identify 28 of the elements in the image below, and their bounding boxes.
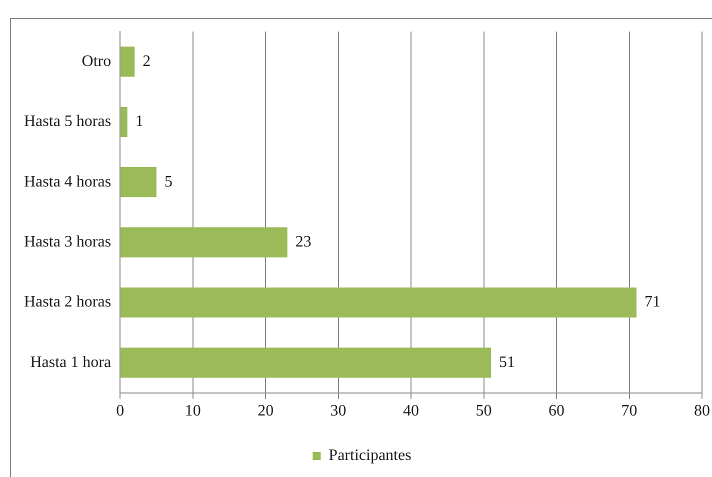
x-tick-label: 70 (621, 402, 638, 420)
bar (120, 46, 135, 77)
x-tick-label: 40 (403, 402, 420, 420)
y-tick-label: Hasta 1 hora (30, 354, 112, 371)
y-tick-label: Hasta 3 horas (24, 234, 112, 251)
data-label: 23 (295, 234, 312, 251)
y-tick-label: Otro (82, 52, 112, 70)
data-label: 5 (164, 173, 172, 190)
x-tick-label: 80 (694, 402, 710, 420)
x-tick-label: 0 (116, 402, 124, 420)
legend-label: Participantes (328, 447, 412, 464)
data-label: 1 (135, 113, 144, 130)
bar (120, 106, 128, 137)
x-tick-label: 10 (184, 402, 201, 420)
data-label: 51 (499, 354, 516, 371)
data-label: 2 (142, 52, 151, 70)
y-tick-label: Hasta 4 horas (24, 173, 112, 190)
y-tick-label: Hasta 5 horas (24, 113, 112, 130)
data-label: 71 (644, 294, 661, 311)
x-tick-label: 30 (330, 402, 346, 420)
x-tick-label: 20 (258, 402, 274, 420)
bar (120, 287, 637, 318)
x-tick-label: 50 (476, 402, 492, 420)
y-tick-label: Hasta 2 horas (24, 294, 112, 311)
x-tick-label: 60 (548, 402, 565, 420)
bar (120, 348, 492, 378)
bar (120, 167, 156, 198)
bar (120, 227, 288, 258)
